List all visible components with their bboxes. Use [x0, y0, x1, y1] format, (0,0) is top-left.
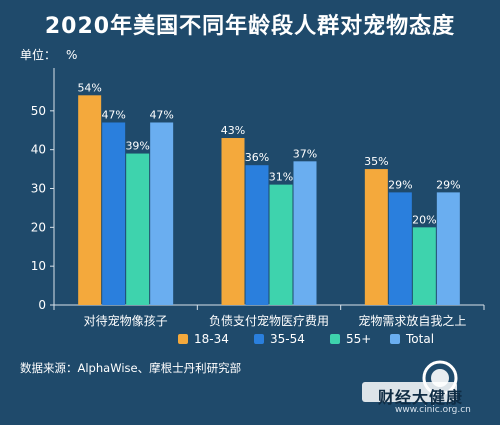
data-label: 43% — [221, 124, 245, 137]
data-label: 54% — [77, 81, 101, 94]
legend-label: 35-54 — [270, 332, 305, 346]
bar — [221, 138, 245, 305]
data-label: 36% — [245, 151, 269, 164]
data-label: 39% — [125, 140, 149, 153]
bar — [293, 161, 317, 305]
unit-prefix: 单位： — [20, 48, 57, 62]
bar — [364, 169, 388, 305]
y-tick-label: 30 — [31, 182, 46, 196]
data-source: 数据来源：AlphaWise、摩根士丹利研究部 — [20, 361, 242, 375]
bar — [412, 227, 436, 305]
bar — [102, 122, 126, 305]
legend-swatch — [178, 334, 188, 344]
y-tick-label: 0 — [38, 298, 46, 312]
data-label: 29% — [436, 178, 460, 191]
x-tick-label: 宠物需求放自我之上 — [358, 313, 466, 328]
y-tick-label: 10 — [31, 259, 46, 273]
legend-swatch — [330, 334, 340, 344]
data-label: 35% — [364, 155, 388, 168]
watermark-text: 财经大健康 — [378, 388, 464, 407]
chart-title: 2020年美国不同年龄段人群对宠物态度 — [44, 14, 456, 39]
unit-label: 单位：% — [20, 46, 87, 63]
x-tick-label: 对待宠物像孩子 — [84, 313, 168, 328]
bar — [150, 122, 174, 305]
bar — [269, 184, 293, 305]
watermark-logo — [362, 360, 458, 402]
data-label: 47% — [149, 108, 173, 121]
legend-swatch — [390, 334, 400, 344]
unit-value: % — [66, 48, 78, 62]
y-tick-label: 40 — [31, 143, 46, 157]
bar — [245, 165, 269, 305]
bar — [78, 95, 102, 305]
bar — [126, 153, 150, 305]
data-label: 31% — [269, 171, 293, 184]
bar — [436, 192, 460, 305]
data-label: 37% — [293, 147, 317, 160]
watermark-url: www.cinic.org.cn — [395, 405, 471, 415]
x-tick-label: 负债支付宠物医疗费用 — [209, 313, 329, 328]
legend-label: 18-34 — [194, 332, 229, 346]
legend-label: 55+ — [346, 332, 371, 346]
data-label: 29% — [388, 178, 412, 191]
y-tick-label: 50 — [31, 104, 46, 118]
legend-label: Total — [405, 332, 434, 346]
y-tick-label: 20 — [31, 220, 46, 234]
bar — [388, 192, 412, 305]
data-label: 47% — [101, 108, 125, 121]
legend-swatch — [254, 334, 264, 344]
data-label: 20% — [412, 213, 436, 226]
